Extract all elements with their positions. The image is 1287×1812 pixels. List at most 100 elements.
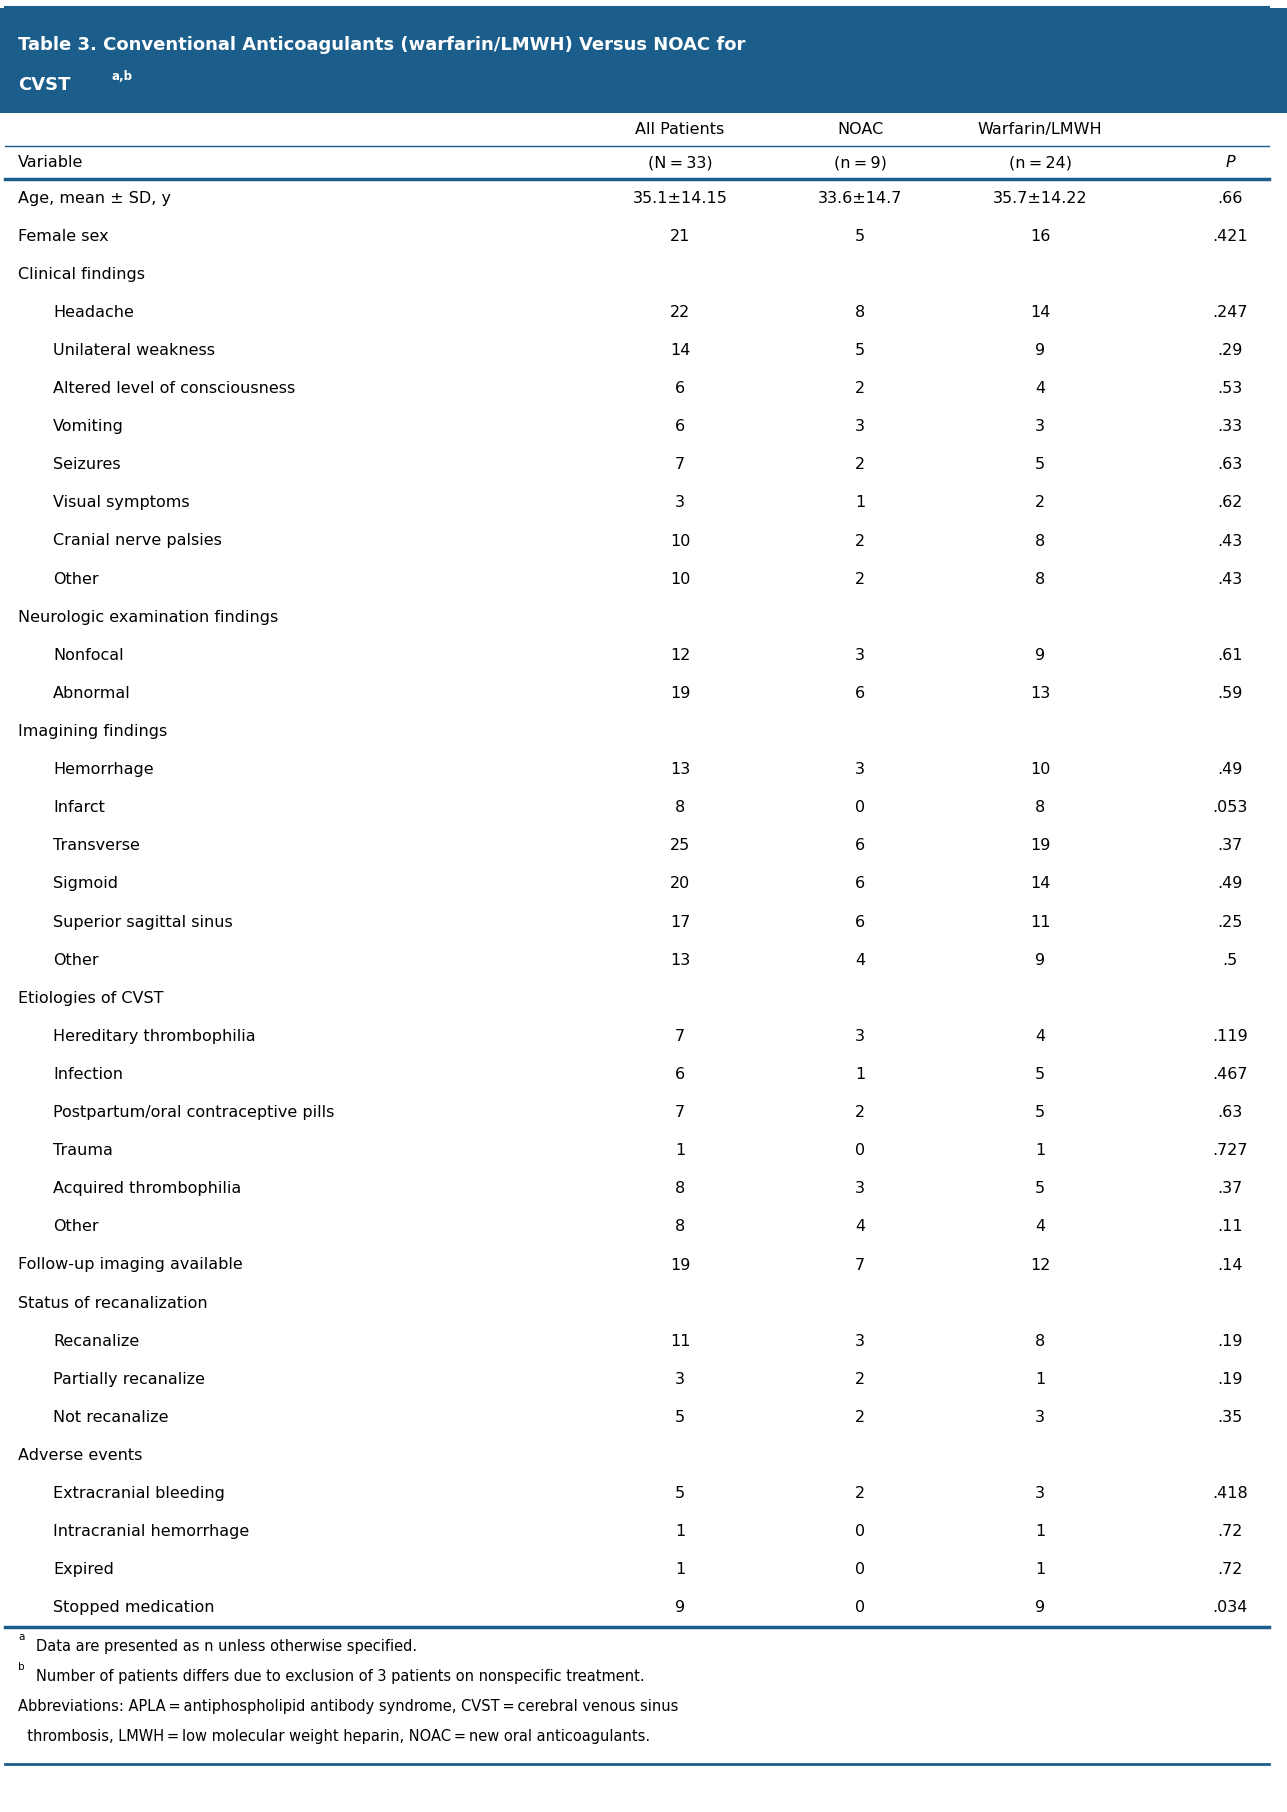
Text: 5: 5 bbox=[1035, 1105, 1045, 1120]
Text: .14: .14 bbox=[1218, 1258, 1243, 1272]
Text: 13: 13 bbox=[669, 953, 690, 968]
Text: Altered level of consciousness: Altered level of consciousness bbox=[53, 381, 295, 397]
Text: Stopped medication: Stopped medication bbox=[53, 1600, 215, 1616]
Text: 4: 4 bbox=[855, 953, 865, 968]
Text: 3: 3 bbox=[855, 1334, 865, 1348]
Text: Cranial nerve palsies: Cranial nerve palsies bbox=[53, 533, 221, 549]
Text: Etiologies of CVST: Etiologies of CVST bbox=[18, 991, 163, 1006]
Text: .33: .33 bbox=[1218, 419, 1242, 435]
Text: 14: 14 bbox=[669, 342, 690, 359]
Text: a,b: a,b bbox=[111, 71, 133, 83]
Text: P: P bbox=[1225, 156, 1234, 170]
Text: 19: 19 bbox=[669, 1258, 690, 1272]
Text: Other: Other bbox=[53, 1219, 99, 1234]
Text: 0: 0 bbox=[855, 1600, 865, 1616]
Text: .59: .59 bbox=[1218, 687, 1243, 701]
Text: 1: 1 bbox=[674, 1562, 685, 1576]
Text: .72: .72 bbox=[1218, 1562, 1243, 1576]
Text: 8: 8 bbox=[1035, 1334, 1045, 1348]
Text: Transverse: Transverse bbox=[53, 839, 140, 853]
Text: 35.1±14.15: 35.1±14.15 bbox=[633, 190, 727, 205]
Text: 9: 9 bbox=[674, 1600, 685, 1616]
Text: Trauma: Trauma bbox=[53, 1143, 113, 1158]
Text: Adverse events: Adverse events bbox=[18, 1448, 143, 1462]
Text: Not recanalize: Not recanalize bbox=[53, 1410, 169, 1424]
Text: Vomiting: Vomiting bbox=[53, 419, 124, 435]
Text: 2: 2 bbox=[855, 1486, 865, 1500]
Text: 5: 5 bbox=[1035, 1181, 1045, 1196]
Text: 3: 3 bbox=[1035, 419, 1045, 435]
Text: 2: 2 bbox=[855, 533, 865, 549]
Text: Seizures: Seizures bbox=[53, 457, 121, 473]
Text: Table 3. Conventional Anticoagulants (warfarin/LMWH) Versus NOAC for: Table 3. Conventional Anticoagulants (wa… bbox=[18, 36, 745, 54]
Text: 6: 6 bbox=[674, 1067, 685, 1082]
Text: (N = 33): (N = 33) bbox=[647, 156, 712, 170]
Text: 22: 22 bbox=[669, 304, 690, 321]
Text: Headache: Headache bbox=[53, 304, 134, 321]
Text: 9: 9 bbox=[1035, 1600, 1045, 1616]
Text: Hemorrhage: Hemorrhage bbox=[53, 763, 153, 777]
Text: 8: 8 bbox=[855, 304, 865, 321]
Text: Status of recanalization: Status of recanalization bbox=[18, 1296, 207, 1310]
Text: 25: 25 bbox=[669, 839, 690, 853]
Text: 2: 2 bbox=[855, 1105, 865, 1120]
Text: 8: 8 bbox=[1035, 801, 1045, 815]
Text: .034: .034 bbox=[1212, 1600, 1247, 1616]
Text: 6: 6 bbox=[674, 381, 685, 397]
Text: 13: 13 bbox=[1030, 687, 1050, 701]
Text: .19: .19 bbox=[1218, 1334, 1243, 1348]
Text: 16: 16 bbox=[1030, 228, 1050, 243]
Text: .43: .43 bbox=[1218, 533, 1243, 549]
Text: 5: 5 bbox=[674, 1486, 685, 1500]
Text: Variable: Variable bbox=[18, 156, 84, 170]
Text: .119: .119 bbox=[1212, 1029, 1248, 1044]
Text: .053: .053 bbox=[1212, 801, 1247, 815]
Text: 6: 6 bbox=[855, 877, 865, 892]
Text: Expired: Expired bbox=[53, 1562, 113, 1576]
Text: .37: .37 bbox=[1218, 1181, 1243, 1196]
Text: Infection: Infection bbox=[53, 1067, 124, 1082]
Text: 1: 1 bbox=[1035, 1372, 1045, 1386]
Text: 7: 7 bbox=[674, 1029, 685, 1044]
Text: 0: 0 bbox=[855, 801, 865, 815]
Text: 1: 1 bbox=[1035, 1562, 1045, 1576]
Text: 2: 2 bbox=[855, 1410, 865, 1424]
Text: Other: Other bbox=[53, 953, 99, 968]
Text: Other: Other bbox=[53, 571, 99, 587]
Text: Superior sagittal sinus: Superior sagittal sinus bbox=[53, 915, 233, 930]
Text: Extracranial bleeding: Extracranial bleeding bbox=[53, 1486, 225, 1500]
Text: Clinical findings: Clinical findings bbox=[18, 266, 145, 281]
Text: Partially recanalize: Partially recanalize bbox=[53, 1372, 205, 1386]
Text: Nonfocal: Nonfocal bbox=[53, 649, 124, 663]
Text: Warfarin/LMWH: Warfarin/LMWH bbox=[978, 121, 1102, 138]
Text: 1: 1 bbox=[1035, 1143, 1045, 1158]
Text: .25: .25 bbox=[1218, 915, 1243, 930]
Text: 1: 1 bbox=[1035, 1524, 1045, 1538]
Text: 4: 4 bbox=[1035, 1029, 1045, 1044]
Text: 5: 5 bbox=[1035, 1067, 1045, 1082]
Text: 13: 13 bbox=[669, 763, 690, 777]
Text: b: b bbox=[18, 1662, 24, 1672]
Text: 2: 2 bbox=[855, 381, 865, 397]
Text: 3: 3 bbox=[855, 419, 865, 435]
Text: 9: 9 bbox=[1035, 953, 1045, 968]
Text: 10: 10 bbox=[669, 571, 690, 587]
Text: Visual symptoms: Visual symptoms bbox=[53, 495, 189, 511]
Text: 8: 8 bbox=[1035, 533, 1045, 549]
Text: .72: .72 bbox=[1218, 1524, 1243, 1538]
Text: .61: .61 bbox=[1218, 649, 1243, 663]
Text: 3: 3 bbox=[855, 1029, 865, 1044]
Text: (n = 9): (n = 9) bbox=[834, 156, 887, 170]
Text: 2: 2 bbox=[855, 571, 865, 587]
Text: 1: 1 bbox=[855, 1067, 865, 1082]
Text: 2: 2 bbox=[855, 1372, 865, 1386]
Text: 0: 0 bbox=[855, 1143, 865, 1158]
Text: thrombosis, LMWH = low molecular weight heparin, NOAC = new oral anticoagulants.: thrombosis, LMWH = low molecular weight … bbox=[18, 1729, 650, 1743]
Text: .11: .11 bbox=[1218, 1219, 1243, 1234]
Text: 17: 17 bbox=[669, 915, 690, 930]
Text: 0: 0 bbox=[855, 1524, 865, 1538]
Text: 1: 1 bbox=[674, 1524, 685, 1538]
Text: 1: 1 bbox=[674, 1143, 685, 1158]
Text: .66: .66 bbox=[1218, 190, 1243, 205]
Text: Unilateral weakness: Unilateral weakness bbox=[53, 342, 215, 359]
